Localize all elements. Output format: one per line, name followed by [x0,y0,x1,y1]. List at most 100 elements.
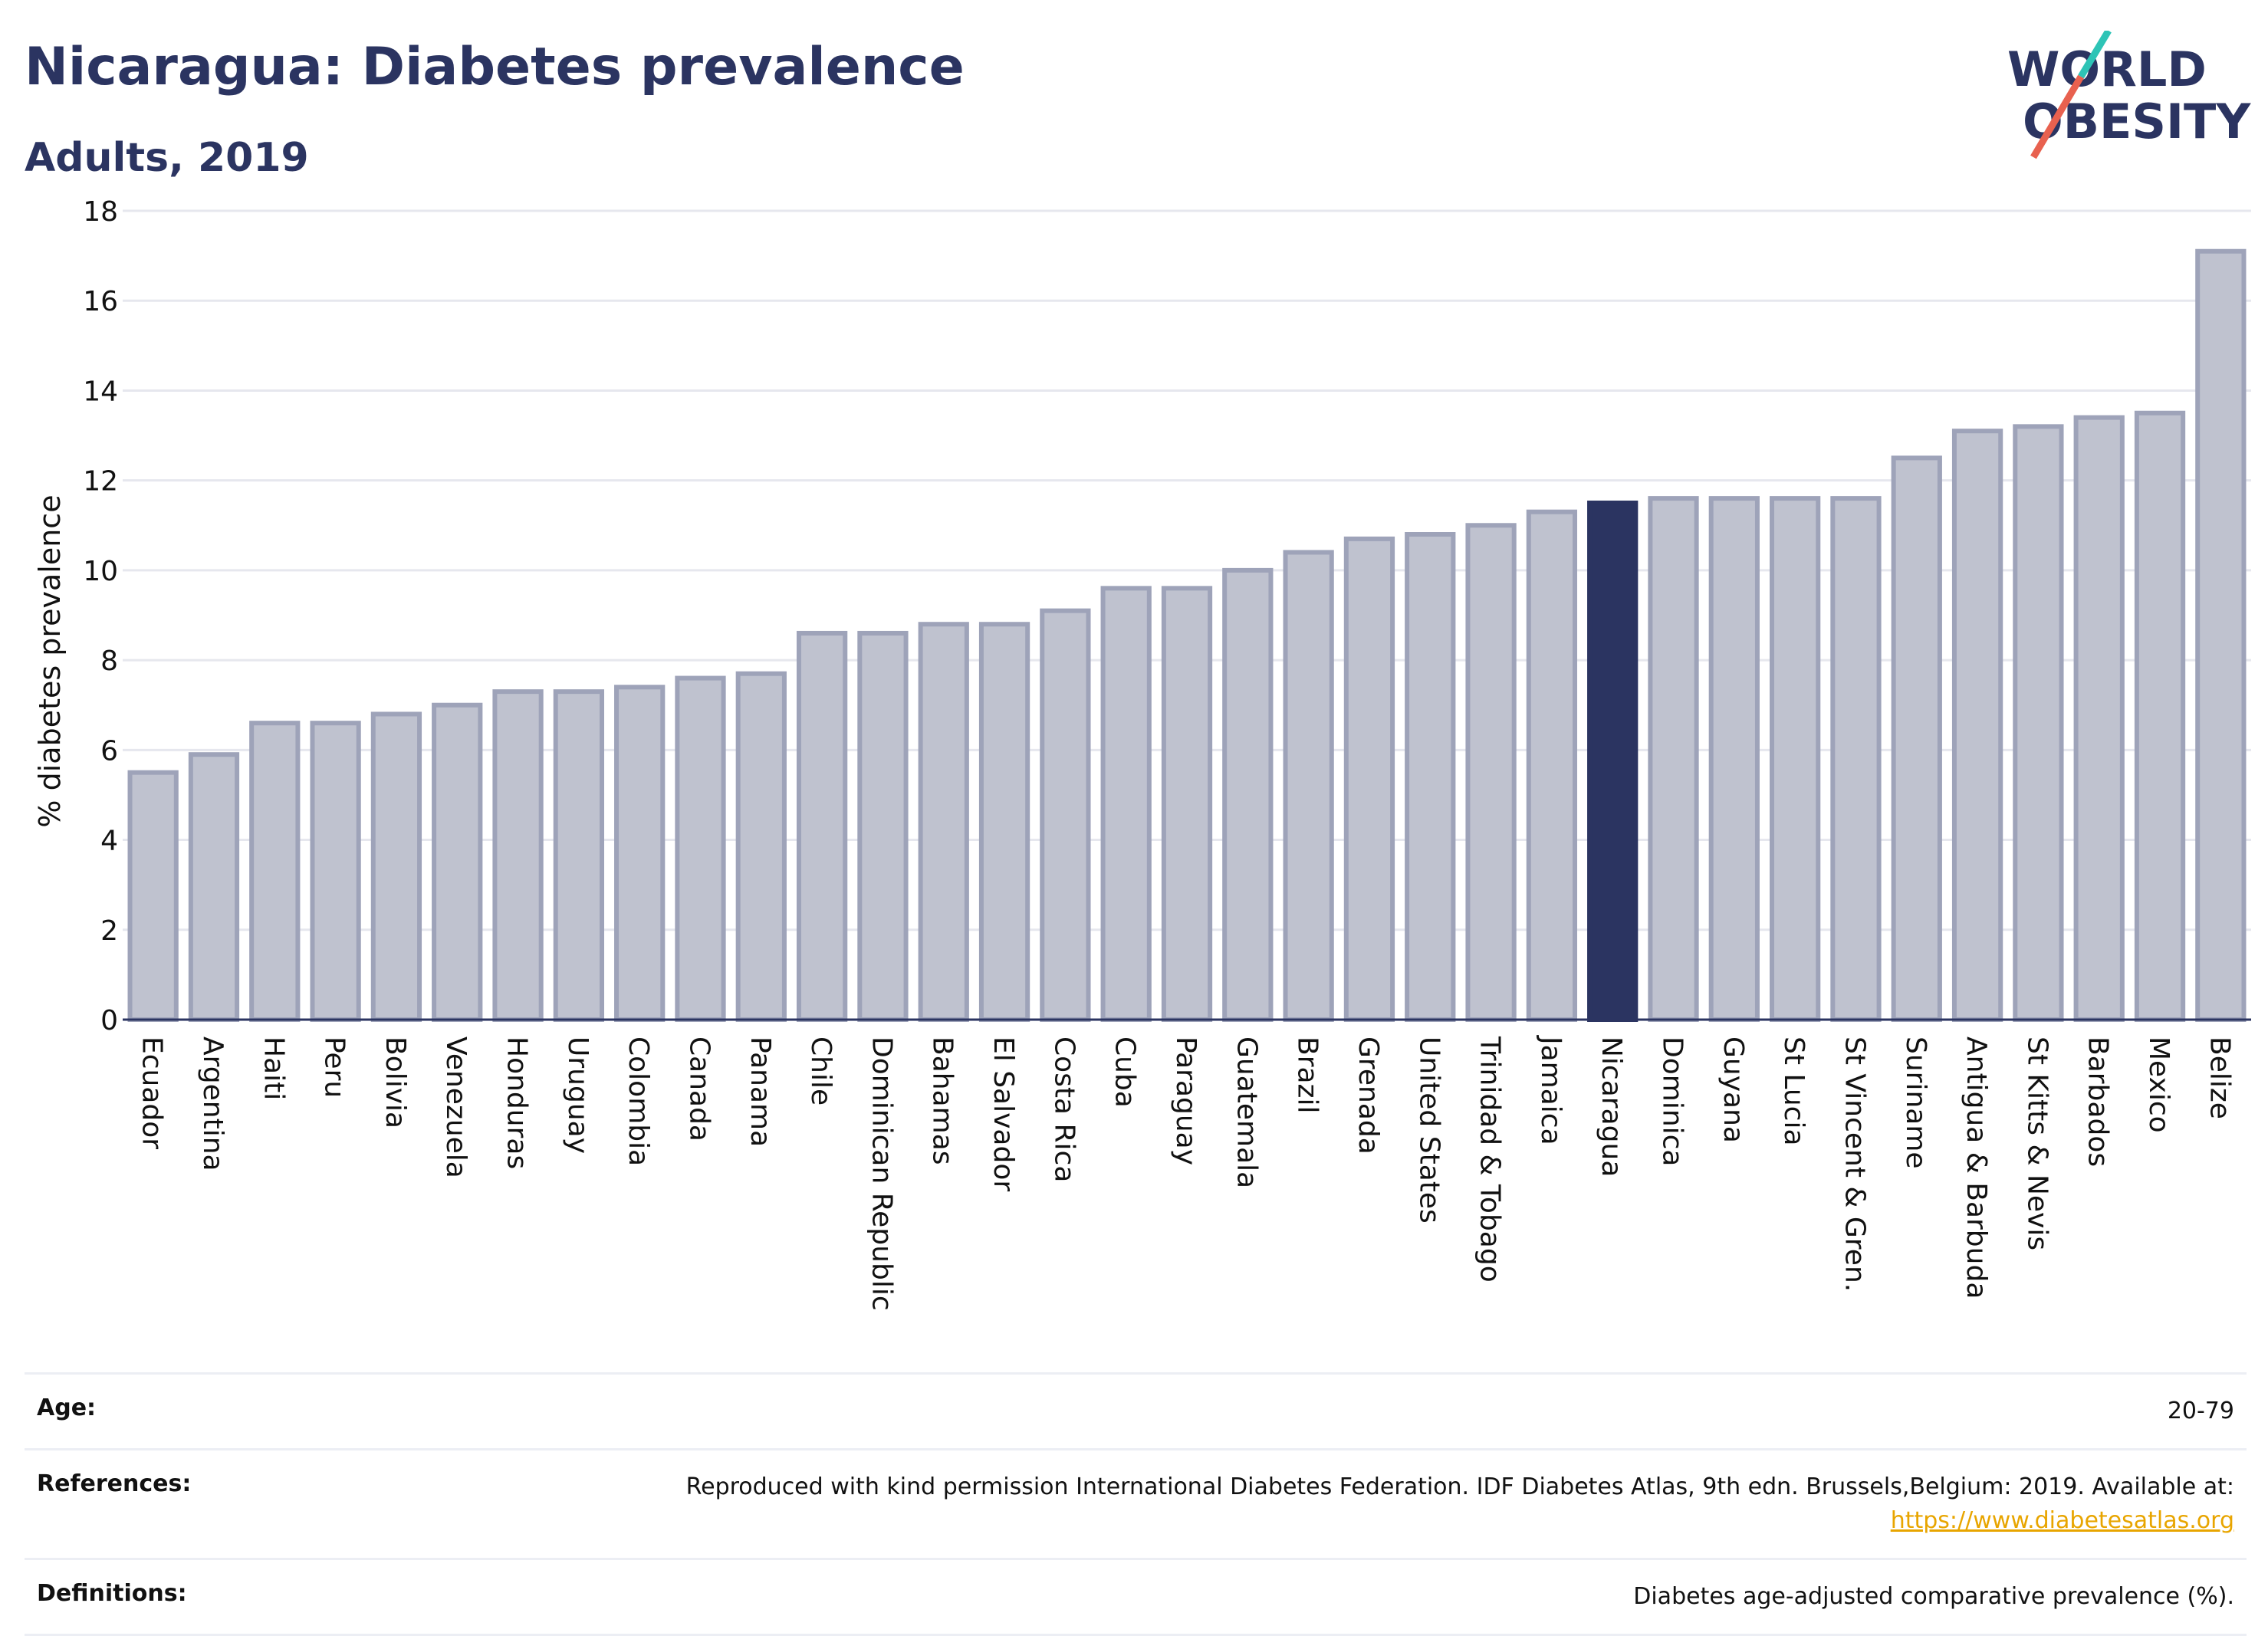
age-label: Age: [37,1395,97,1421]
y-axis-ticks: 0 2 4 6 8 10 12 14 16 18 [83,196,118,1036]
x-tick-label: Barbados [2082,1036,2114,1167]
bars [127,248,2247,1023]
bar-antigua-barbuda [1951,429,2003,1022]
x-tick-label: St Lucia [1778,1036,1809,1146]
x-tick-label: Colombia [623,1036,654,1166]
bar-ecuador [127,770,179,1023]
bar-chile [796,630,848,1022]
x-axis-ticks: Ecuador Argentina Haiti Peru Bolivia Venezuel… [136,1035,2236,1311]
bar-chart: 0 2 4 6 8 10 12 14 16 18 Ecuador Argentina Haiti Per… [33,196,2251,1311]
bar-paraguay [1161,586,1213,1022]
bar-honduras [492,689,544,1023]
age-value: 20-79 [2167,1398,2234,1424]
y-tick-label: 6 [100,735,118,767]
x-tick-label: Antigua & Barbuda [1961,1036,1992,1299]
x-tick-label: Peru [319,1036,350,1098]
x-tick-label: Paraguay [1170,1036,1201,1165]
bar-peru [310,721,361,1023]
logo-text-world: WORLD [2007,41,2207,97]
x-tick-label: United States [1413,1036,1445,1224]
x-tick-label: Panama [744,1036,776,1147]
bar-haiti [249,721,301,1023]
x-tick-label: Trinidad & Tobago [1474,1036,1506,1283]
y-tick-label: 18 [83,196,118,228]
x-tick-label: Chile [805,1036,837,1105]
x-tick-label: Guatemala [1231,1036,1262,1188]
y-tick-label: 16 [83,286,118,317]
x-tick-label: Suriname [1900,1036,1931,1169]
bar-argentina [188,752,240,1022]
info-table: Age: 20-79 References: Reproduced with k… [25,1372,2247,1636]
definitions-label: Definitions: [37,1580,187,1607]
bar-trinidad-tobago [1465,523,1517,1022]
bar-panama [735,671,787,1022]
bar-canada [675,675,726,1022]
x-tick-label: Belize [2204,1036,2235,1119]
x-tick-label: Dominican Republic [866,1036,897,1311]
x-tick-label: Mexico [2143,1036,2174,1133]
references-link[interactable]: https://www.diabetesatlas.org [1890,1507,2234,1534]
x-tick-label: Nicaragua [1596,1036,1627,1177]
logo-slash-coral [2030,74,2084,159]
x-tick-label: Honduras [501,1036,533,1169]
x-tick-label: Bolivia [380,1036,411,1128]
world-obesity-logo: WORLD OBESITY [2007,31,2251,159]
info-row-references: References: Reproduced with kind permiss… [25,1448,2247,1558]
bar-mexico [2134,410,2186,1022]
x-tick-label: Brazil [1292,1036,1323,1113]
x-tick-label: Haiti [258,1036,289,1100]
chart-subtitle: Adults, 2019 [25,135,309,181]
x-tick-label: Bahamas [927,1036,958,1165]
x-tick-label: St Vincent & Gren. [1839,1036,1870,1292]
x-tick-label: Grenada [1353,1036,1384,1155]
x-tick-label: Uruguay [562,1036,593,1154]
bar-united-states [1405,532,1456,1022]
bar-el-salvador [978,622,1030,1022]
x-tick-label: St Kitts & Nevis [2021,1036,2053,1250]
bar-nicaragua [1587,500,1639,1022]
x-tick-label: Dominica [1657,1036,1688,1167]
bar-cuba [1100,586,1152,1022]
bar-st-kitts-nevis [2013,424,2064,1023]
bar-guatemala [1222,567,1274,1022]
bar-barbados [2073,415,2125,1023]
bar-belize [2195,248,2247,1022]
bar-uruguay [553,689,604,1023]
x-tick-label: Ecuador [136,1036,168,1149]
x-tick-label: El Salvador [988,1036,1019,1191]
y-tick-label: 12 [83,466,118,498]
x-tick-label: Costa Rica [1048,1036,1080,1182]
references-text: Reproduced with kind permission Internat… [685,1473,2234,1500]
bar-st-vincent-gren [1830,496,1882,1023]
bar-st-lucia [1770,496,1821,1023]
bar-venezuela [432,702,483,1022]
y-tick-label: 4 [100,826,118,857]
bar-brazil [1283,550,1334,1022]
bar-jamaica [1526,509,1578,1022]
bar-colombia [614,685,666,1022]
y-tick-label: 14 [83,376,118,407]
y-axis-label: % diabetes prevalence [33,494,67,827]
x-tick-label: Cuba [1109,1036,1141,1108]
bar-costa-rica [1040,608,1091,1022]
y-tick-label: 10 [83,556,118,587]
bar-dominica [1648,496,1699,1023]
bar-guyana [1708,496,1760,1023]
bar-dominican-republic [857,630,909,1022]
y-tick-label: 2 [100,915,118,947]
references-value: Reproduced with kind permission Internat… [25,1470,2247,1538]
x-tick-label: Argentina [197,1036,228,1171]
x-tick-label: Guyana [1717,1036,1749,1143]
bar-bolivia [370,711,422,1022]
bar-suriname [1891,455,1942,1023]
logo-slash-teal [2078,31,2112,79]
bar-grenada [1343,536,1395,1023]
x-tick-label: Venezuela [440,1036,472,1178]
references-label: References: [37,1470,192,1497]
info-row-definitions: Definitions: Diabetes age-adjusted compa… [25,1558,2247,1636]
y-tick-label: 8 [100,646,118,677]
bar-bahamas [918,622,969,1022]
definitions-value: Diabetes age-adjusted comparative preval… [1633,1583,2234,1610]
logo-text-obesity: OBESITY [2023,94,2251,149]
x-tick-label: Canada [683,1036,715,1142]
